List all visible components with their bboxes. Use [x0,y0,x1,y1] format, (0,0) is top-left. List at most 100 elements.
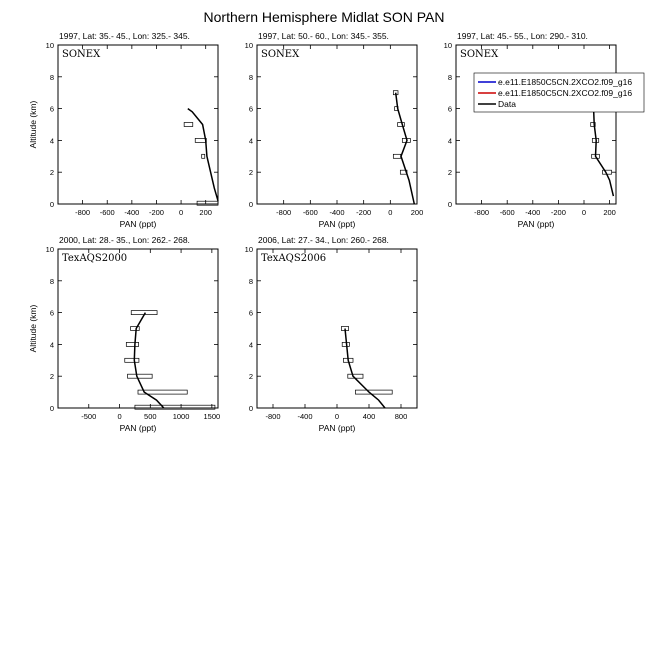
x-tick-label: 500 [144,412,157,421]
x-tick-label: 400 [363,412,376,421]
campaign-label: SONEX [460,49,499,60]
y-tick-label: 6 [50,105,54,114]
y-tick-label: 4 [50,136,54,145]
error-bar [183,122,194,127]
panel-subtitle: 2000, Lat: 28.- 35., Lon: 262.- 268. [59,235,190,245]
panel-subtitle: 2006, Lat: 27.- 34., Lon: 260.- 268. [258,235,389,245]
error-bar [590,122,596,127]
x-tick-label: 200 [411,208,424,217]
x-tick-label: 1000 [173,412,190,421]
y-tick-label: 2 [448,168,452,177]
y-tick-label: 8 [50,73,54,82]
y-tick-label: 0 [249,200,253,209]
panel-3: 1997, Lat: 45.- 55., Lon: 290.- 310. SONE… [444,31,645,229]
x-tick-label: 200 [199,208,212,217]
x-tick-label: 200 [603,208,616,217]
y-tick-label: 0 [249,404,253,413]
series-line-data [187,107,219,202]
error-bar [355,389,393,395]
x-tick-label: -500 [81,412,96,421]
plot-frame [57,248,219,409]
error-bar [201,153,206,159]
x-axis-label: PAN (ppt) [120,423,157,433]
y-tick-label: 8 [249,277,253,286]
x-tick-label: -200 [356,208,371,217]
figure-title: Northern Hemisphere Midlat SON PAN [204,9,445,25]
panel-1: 1997, Lat: 35.- 45., Lon: 325.- 345. SONE… [28,31,219,229]
legend-label: Data [498,99,516,109]
error-bar [196,200,219,206]
y-tick-label: 2 [249,372,253,381]
y-axis-label: Altitude (km) [28,304,38,352]
x-tick-label: -200 [149,208,164,217]
y-tick-label: 4 [249,136,253,145]
y-tick-label: 10 [46,245,54,254]
x-tick-label: -800 [265,412,280,421]
x-tick-label: -600 [500,208,515,217]
x-axis-label: PAN (ppt) [319,219,356,229]
x-tick-label: 0 [179,208,183,217]
y-tick-label: 0 [50,200,54,209]
x-tick-label: -400 [329,208,344,217]
legend-label: e.e11.E1850C5CN.2XCO2.f09_g16 [498,77,632,87]
plot-frame [455,44,617,205]
campaign-label: TexAQS2006 [261,253,326,264]
x-tick-label: 0 [582,208,586,217]
campaign-label: SONEX [261,49,300,60]
legend-box [473,72,645,113]
x-axis-label: PAN (ppt) [518,219,555,229]
error-bar [134,404,216,410]
x-tick-label: -600 [100,208,115,217]
panel-subtitle: 1997, Lat: 45.- 55., Lon: 290.- 310. [457,31,588,41]
y-tick-label: 4 [50,340,54,349]
error-bar [125,342,139,347]
campaign-label: TexAQS2000 [62,253,127,264]
y-tick-label: 0 [448,200,452,209]
y-tick-label: 0 [50,404,54,413]
y-tick-label: 10 [46,41,54,50]
y-tick-label: 6 [249,105,253,114]
x-tick-label: 0 [388,208,392,217]
error-bar [130,326,140,331]
x-tick-label: -800 [276,208,291,217]
y-tick-label: 4 [448,136,452,145]
y-axis-label: Altitude (km) [28,100,38,148]
x-tick-label: -400 [124,208,139,217]
x-tick-label: 1500 [204,412,221,421]
series-line-data [133,312,165,409]
y-tick-label: 8 [249,73,253,82]
y-tick-label: 6 [249,309,253,318]
legend-label: e.e11.E1850C5CN.2XCO2.f09_g16 [498,88,632,98]
campaign-label: SONEX [62,49,101,60]
x-axis-label: PAN (ppt) [120,219,157,229]
panels: 1997, Lat: 35.- 45., Lon: 325.- 345. SONE… [28,31,645,433]
y-tick-label: 2 [249,168,253,177]
x-tick-label: -200 [551,208,566,217]
x-tick-label: 800 [395,412,408,421]
x-tick-label: -600 [303,208,318,217]
panel-2: 1997, Lat: 50.- 60., Lon: 345.- 355. SONE… [245,31,424,229]
x-tick-label: 0 [335,412,339,421]
x-tick-label: -400 [297,412,312,421]
panel-subtitle: 1997, Lat: 35.- 45., Lon: 325.- 345. [59,31,190,41]
y-tick-label: 10 [245,41,253,50]
x-tick-label: -800 [474,208,489,217]
error-bar [137,389,188,395]
x-tick-label: 0 [117,412,121,421]
panel-4: 2000, Lat: 28.- 35., Lon: 262.- 268. TexA… [28,235,220,433]
y-tick-label: 8 [50,277,54,286]
error-bar [124,357,140,363]
panel-5: 2006, Lat: 27.- 34., Lon: 260.- 268. TexA… [245,235,418,433]
y-tick-label: 2 [50,168,54,177]
panel-subtitle: 1997, Lat: 50.- 60., Lon: 345.- 355. [258,31,389,41]
y-tick-label: 10 [444,41,452,50]
error-bar [127,373,153,379]
y-tick-label: 6 [448,105,452,114]
y-tick-label: 2 [50,372,54,381]
x-tick-label: -800 [75,208,90,217]
series-line-data [344,328,386,409]
y-tick-label: 10 [245,245,253,254]
x-tick-label: -400 [525,208,540,217]
y-tick-label: 6 [50,309,54,318]
